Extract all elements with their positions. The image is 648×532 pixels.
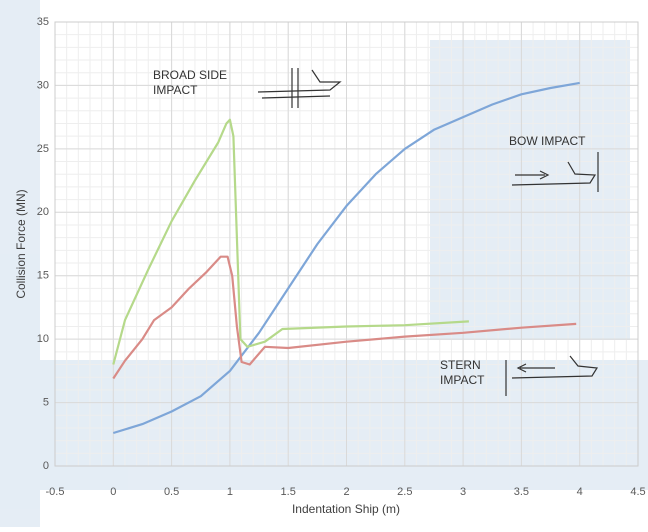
y-tick-label: 15 xyxy=(37,270,49,282)
x-tick-label: 0 xyxy=(110,486,116,498)
annotation: BOW IMPACT xyxy=(509,134,586,148)
line-series xyxy=(113,120,469,365)
y-tick-label: 35 xyxy=(37,16,49,28)
y-tick-label: 0 xyxy=(43,460,49,472)
x-tick-label: -0.5 xyxy=(46,486,65,498)
x-tick-label: 3 xyxy=(460,486,466,498)
y-tick-label: 30 xyxy=(37,79,49,91)
x-tick-label: 3.5 xyxy=(514,486,529,498)
page: {"chart_data": {"type": "line", "x_label… xyxy=(0,0,648,527)
x-tick-label: 0.5 xyxy=(164,486,179,498)
x-axis-title: Indentation Ship (m) xyxy=(292,502,400,516)
broad-side-icon xyxy=(258,68,340,108)
x-tick-label: 2.5 xyxy=(397,486,412,498)
x-tick-label: 4.5 xyxy=(630,486,645,498)
x-tick-label: 1.5 xyxy=(281,486,296,498)
chart: Indentation Ship (m) Collision Force (MN… xyxy=(0,0,648,527)
y-tick-label: 5 xyxy=(43,396,49,408)
x-tick-label: 4 xyxy=(577,486,583,498)
x-tick-label: 2 xyxy=(343,486,349,498)
y-tick-label: 20 xyxy=(37,206,49,218)
y-tick-label: 10 xyxy=(37,333,49,345)
y-tick-label: 25 xyxy=(37,143,49,155)
x-tick-label: 1 xyxy=(227,486,233,498)
y-axis-title: Collision Force (MN) xyxy=(14,189,28,298)
